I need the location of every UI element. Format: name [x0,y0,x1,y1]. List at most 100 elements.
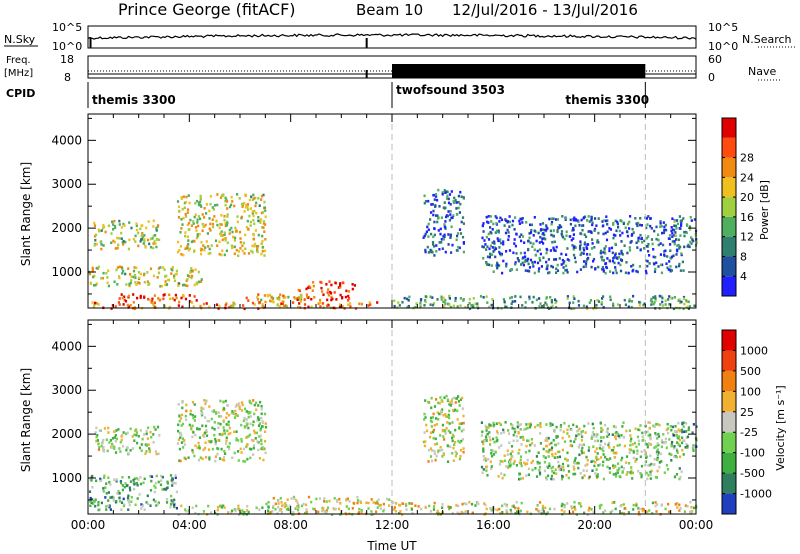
data-cell [423,431,426,434]
data-cell [607,443,610,447]
data-cell [183,443,186,446]
data-cell [511,504,514,508]
data-cell [535,298,538,302]
data-cell [496,237,499,240]
data-cell [612,464,615,467]
data-cell [440,241,443,244]
data-cell [318,497,321,500]
data-cell [605,265,608,269]
data-cell [454,397,457,400]
data-cell [177,205,181,209]
data-cell [525,444,528,448]
data-cell [489,226,492,229]
data-cell [661,440,664,444]
data-cell [503,300,506,303]
data-cell [679,475,682,479]
data-cell [521,304,524,307]
data-cell [600,430,603,433]
data-cell [685,299,688,302]
data-cell [263,230,266,233]
data-cell [442,435,445,438]
data-cell [333,497,336,500]
data-cell [222,419,225,422]
data-cell [196,234,199,238]
data-cell [153,305,157,309]
data-cell [482,468,485,471]
data-cell [205,203,208,206]
data-cell [648,509,651,512]
data-cell [427,460,430,463]
data-cell [634,460,637,463]
data-cell [520,263,523,266]
data-cell [173,298,176,302]
data-cell [462,298,465,301]
data-cell [607,458,610,461]
data-cell [398,304,401,307]
data-cell [94,504,97,508]
data-cell [690,506,693,509]
data-cell [614,435,617,438]
data-cell [123,224,126,227]
data-cell [367,501,370,505]
data-cell [654,297,657,300]
data-cell [203,207,206,210]
data-cell [199,217,202,221]
data-cell [524,301,527,304]
data-cell [326,506,330,510]
data-cell [112,228,115,231]
data-cell [415,302,418,305]
data-cell [647,473,650,477]
data-cell [498,507,501,511]
data-cell [548,217,551,221]
data-cell [127,476,131,479]
data-cell [624,303,627,307]
data-cell [606,465,609,469]
data-cell [242,241,245,245]
data-cell [114,440,117,443]
data-cell [446,460,450,463]
data-cell [562,466,565,469]
data-cell [121,484,124,487]
data-cell [559,465,562,469]
data-cell [592,445,595,448]
data-cell [352,501,355,505]
data-cell [691,238,694,241]
data-cell [660,460,663,463]
data-cell [256,250,259,254]
data-cell [541,222,545,225]
data-cell [663,250,666,253]
data-cell [671,432,675,436]
data-cell [541,237,544,240]
data-cell [374,501,377,505]
data-cell [248,198,251,202]
data-cell [204,400,208,403]
data-cell [208,457,211,461]
data-cell [356,501,359,505]
data-cell [608,259,611,262]
data-cell [216,203,219,207]
data-cell [600,427,603,430]
data-cell [671,440,674,444]
data-cell [419,304,422,307]
data-cell [228,232,231,235]
data-cell [643,449,646,452]
data-cell [359,500,362,503]
data-cell [444,302,447,305]
data-cell [148,242,151,246]
data-cell [662,221,665,224]
data-cell [678,262,681,266]
data-cell [682,297,686,300]
data-cell [216,193,219,196]
data-cell [184,509,187,513]
data-cell [531,245,534,248]
data-cell [336,498,339,502]
data-cell [636,246,639,249]
data-cell [623,244,626,247]
data-cell [455,452,458,455]
colorbar-swatch [722,216,736,237]
data-cell [500,444,503,447]
data-cell [262,211,265,214]
data-cell [554,468,557,472]
data-cell [615,229,618,233]
data-cell [544,237,547,241]
